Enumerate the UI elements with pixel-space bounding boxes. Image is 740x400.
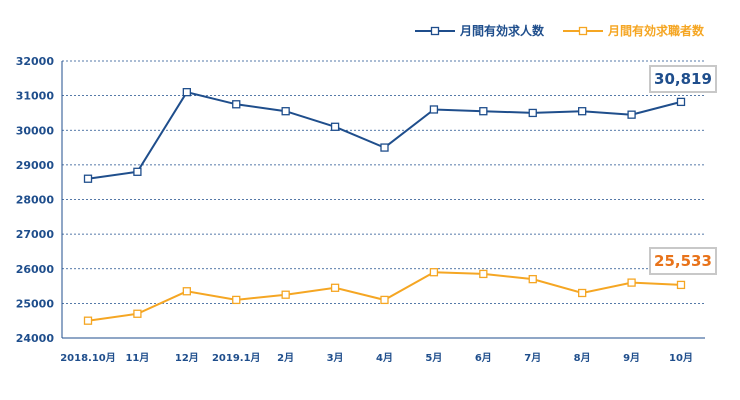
data-point [83, 174, 93, 183]
x-tick-label: 7月 [524, 352, 541, 364]
data-point [83, 316, 93, 325]
callout-value: 30,819 [654, 70, 712, 88]
x-tick-label: 2019.1月 [212, 352, 261, 364]
value-callout: 25,533 [649, 247, 717, 275]
y-tick-label: 29000 [16, 159, 55, 172]
y-tick-label: 27000 [16, 228, 55, 241]
callouts: 30,819 25,533 [649, 65, 717, 275]
data-point [281, 107, 290, 116]
data-point [528, 274, 537, 284]
x-tick-label: 9月 [623, 352, 640, 364]
data-point [479, 269, 488, 279]
series-2 [83, 268, 686, 325]
series-layer [83, 88, 686, 325]
x-tick-label: 8月 [574, 352, 591, 364]
data-point [182, 88, 191, 97]
data-point [380, 143, 389, 152]
data-point [232, 100, 241, 109]
data-point [232, 295, 241, 305]
data-point [578, 288, 587, 298]
data-point [429, 268, 439, 277]
y-tick-label: 28000 [16, 194, 55, 207]
x-tick-label: 5月 [425, 352, 442, 364]
callout-box [649, 247, 717, 275]
legend-swatch-marker [430, 26, 440, 36]
y-tick-label: 32000 [16, 55, 55, 68]
x-tick-label: 2月 [277, 352, 294, 364]
legend-label: 月間有効求職者数 [607, 23, 705, 38]
callout-box [649, 65, 717, 93]
data-point [627, 278, 636, 287]
callout-value: 25,533 [654, 252, 712, 270]
x-tick-label: 2018.10月 [60, 352, 116, 364]
series-line [87, 91, 682, 180]
series-1 [83, 88, 686, 183]
legend: 月間有効求人数 月間有効求職者数 [415, 23, 705, 38]
x-tick-label: 11月 [125, 352, 149, 364]
x-tick-label: 3月 [327, 352, 344, 364]
x-tick-label: 10月 [669, 352, 693, 364]
legend-label: 月間有効求人数 [459, 23, 545, 38]
data-point [676, 280, 686, 290]
data-point [281, 290, 290, 299]
y-tick-label: 30000 [16, 124, 55, 137]
data-point [627, 110, 636, 119]
y-tick-label: 31000 [16, 90, 55, 103]
grid [62, 60, 705, 304]
legend-item: 月間有効求職者数 [563, 23, 705, 38]
x-tick-label: 6月 [475, 352, 492, 364]
data-point [479, 107, 488, 116]
data-point [578, 107, 587, 116]
x-tick-label: 4月 [376, 352, 393, 364]
y-tick-label: 25000 [16, 297, 55, 310]
axes: 24000 25000 26000 27000 28000 29000 30000 31000… [16, 55, 705, 364]
data-point [528, 108, 537, 118]
y-tick-label: 26000 [16, 263, 55, 276]
data-point [676, 97, 686, 107]
data-point [429, 105, 439, 114]
value-callout: 30,819 [649, 65, 717, 93]
data-point [133, 167, 142, 176]
x-tick-label: 12月 [175, 352, 199, 364]
data-point [133, 309, 142, 318]
data-point [330, 283, 340, 292]
legend-item: 月間有効求人数 [415, 23, 545, 38]
y-tick-label: 24000 [16, 332, 55, 345]
data-point [380, 295, 389, 305]
legend-swatch-marker [578, 26, 588, 36]
data-point [182, 287, 191, 296]
data-point [330, 122, 340, 131]
